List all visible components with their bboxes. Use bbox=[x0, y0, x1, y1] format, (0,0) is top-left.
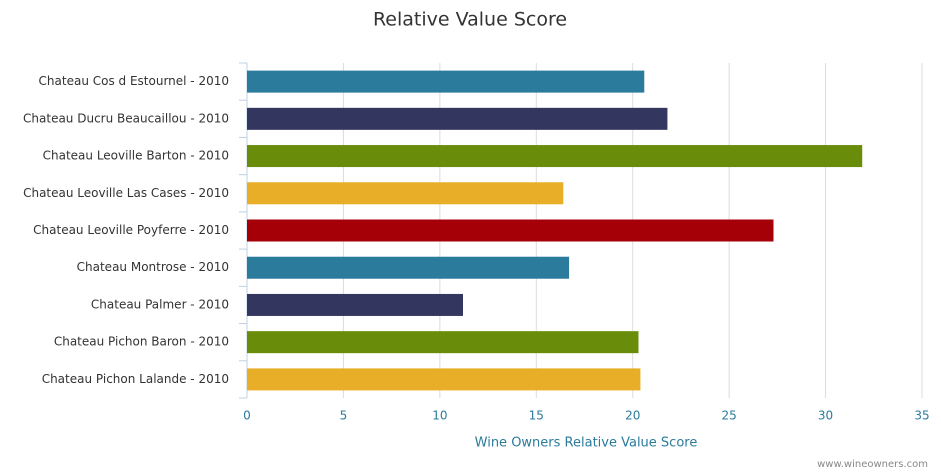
bar bbox=[247, 368, 641, 391]
chart-title: Relative Value Score bbox=[373, 9, 567, 31]
y-tick-label: Chateau Leoville Poyferre - 2010 bbox=[33, 223, 229, 237]
bar bbox=[247, 182, 564, 205]
x-tick-label: 15 bbox=[529, 409, 544, 423]
y-tick-label: Chateau Palmer - 2010 bbox=[91, 297, 229, 311]
x-tick-label: 25 bbox=[722, 409, 737, 423]
y-tick-label: Chateau Ducru Beaucaillou - 2010 bbox=[23, 111, 229, 125]
y-tick-label: Chateau Leoville Barton - 2010 bbox=[43, 149, 229, 163]
x-tick-label: 35 bbox=[914, 409, 929, 423]
x-tick-label: 30 bbox=[818, 409, 833, 423]
y-tick-label: Chateau Leoville Las Cases - 2010 bbox=[23, 186, 229, 200]
x-tick-label: 0 bbox=[243, 409, 251, 423]
x-tick-label: 10 bbox=[432, 409, 447, 423]
bar bbox=[247, 293, 463, 316]
y-tick-label: Chateau Cos d Estournel - 2010 bbox=[39, 74, 229, 88]
bar bbox=[247, 145, 863, 168]
credit: www.wineowners.com bbox=[817, 459, 928, 470]
y-tick-label: Chateau Pichon Lalande - 2010 bbox=[42, 372, 229, 386]
y-tick-label: Chateau Montrose - 2010 bbox=[77, 260, 229, 274]
bar bbox=[247, 107, 668, 130]
bar bbox=[247, 219, 774, 242]
x-tick-label: 5 bbox=[340, 409, 348, 423]
bar bbox=[247, 256, 570, 279]
y-tick-label: Chateau Pichon Baron - 2010 bbox=[54, 335, 229, 349]
bar bbox=[247, 331, 639, 354]
x-tick-label: 20 bbox=[625, 409, 640, 423]
x-axis-label: Wine Owners Relative Value Score bbox=[475, 436, 698, 451]
bar bbox=[247, 70, 645, 93]
